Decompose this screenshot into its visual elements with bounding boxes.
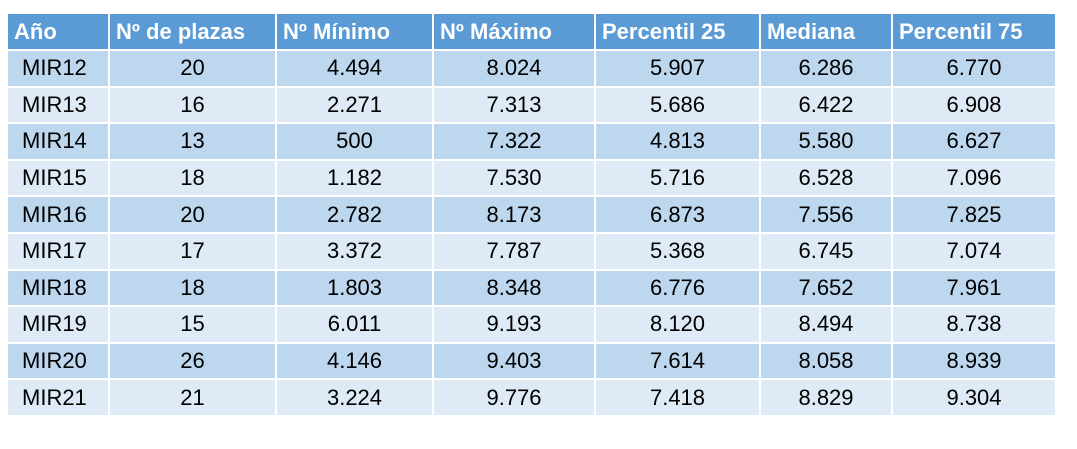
cell-median: 7.652 bbox=[761, 270, 891, 306]
header-max: Nº Máximo bbox=[434, 14, 594, 49]
cell-p75: 6.908 bbox=[893, 87, 1055, 123]
cell-p25: 5.907 bbox=[596, 51, 759, 86]
cell-max: 9.403 bbox=[434, 343, 594, 379]
table-row: MIR21 21 3.224 9.776 7.418 8.829 9.304 bbox=[8, 380, 1055, 415]
cell-p25: 7.418 bbox=[596, 380, 759, 415]
cell-p25: 8.120 bbox=[596, 307, 759, 342]
cell-median: 8.494 bbox=[761, 307, 891, 342]
cell-seats: 13 bbox=[110, 124, 275, 159]
cell-p75: 7.825 bbox=[893, 197, 1055, 232]
cell-year: MIR19 bbox=[8, 307, 108, 342]
cell-max: 8.348 bbox=[434, 270, 594, 306]
cell-seats: 18 bbox=[110, 160, 275, 196]
header-seats: Nº de plazas bbox=[110, 14, 275, 49]
table-row: MIR18 18 1.803 8.348 6.776 7.652 7.961 bbox=[8, 270, 1055, 306]
cell-year: MIR21 bbox=[8, 380, 108, 415]
cell-seats: 15 bbox=[110, 307, 275, 342]
cell-year: MIR14 bbox=[8, 124, 108, 159]
cell-min: 3.372 bbox=[277, 233, 432, 269]
cell-p75: 6.770 bbox=[893, 51, 1055, 86]
cell-median: 8.829 bbox=[761, 380, 891, 415]
header-median: Mediana bbox=[761, 14, 891, 49]
cell-median: 8.058 bbox=[761, 343, 891, 379]
cell-p25: 5.716 bbox=[596, 160, 759, 196]
cell-max: 9.193 bbox=[434, 307, 594, 342]
cell-seats: 26 bbox=[110, 343, 275, 379]
cell-min: 3.224 bbox=[277, 380, 432, 415]
header-row: Año Nº de plazas Nº Mínimo Nº Máximo Per… bbox=[8, 14, 1055, 49]
cell-seats: 16 bbox=[110, 87, 275, 123]
header-year: Año bbox=[8, 14, 108, 49]
cell-min: 2.782 bbox=[277, 197, 432, 232]
cell-seats: 20 bbox=[110, 197, 275, 232]
cell-p75: 7.096 bbox=[893, 160, 1055, 196]
cell-median: 6.422 bbox=[761, 87, 891, 123]
table-row: MIR20 26 4.146 9.403 7.614 8.058 8.939 bbox=[8, 343, 1055, 379]
cell-min: 4.494 bbox=[277, 51, 432, 86]
cell-p25: 4.813 bbox=[596, 124, 759, 159]
table-row: MIR16 20 2.782 8.173 6.873 7.556 7.825 bbox=[8, 197, 1055, 232]
table-row: MIR15 18 1.182 7.530 5.716 6.528 7.096 bbox=[8, 160, 1055, 196]
cell-year: MIR16 bbox=[8, 197, 108, 232]
cell-min: 1.803 bbox=[277, 270, 432, 306]
cell-year: MIR20 bbox=[8, 343, 108, 379]
cell-p75: 9.304 bbox=[893, 380, 1055, 415]
cell-max: 7.530 bbox=[434, 160, 594, 196]
cell-max: 7.787 bbox=[434, 233, 594, 269]
cell-seats: 21 bbox=[110, 380, 275, 415]
table-row: MIR12 20 4.494 8.024 5.907 6.286 6.770 bbox=[8, 51, 1055, 86]
cell-median: 6.528 bbox=[761, 160, 891, 196]
header-p25: Percentil 25 bbox=[596, 14, 759, 49]
table-body: MIR12 20 4.494 8.024 5.907 6.286 6.770 M… bbox=[8, 51, 1055, 415]
cell-min: 6.011 bbox=[277, 307, 432, 342]
cell-seats: 20 bbox=[110, 51, 275, 86]
cell-p25: 6.776 bbox=[596, 270, 759, 306]
cell-year: MIR12 bbox=[8, 51, 108, 86]
table-row: MIR14 13 500 7.322 4.813 5.580 6.627 bbox=[8, 124, 1055, 159]
cell-year: MIR15 bbox=[8, 160, 108, 196]
cell-p75: 8.939 bbox=[893, 343, 1055, 379]
cell-p75: 8.738 bbox=[893, 307, 1055, 342]
data-table: Año Nº de plazas Nº Mínimo Nº Máximo Per… bbox=[6, 12, 1057, 417]
cell-min: 2.271 bbox=[277, 87, 432, 123]
cell-min: 500 bbox=[277, 124, 432, 159]
cell-p25: 6.873 bbox=[596, 197, 759, 232]
table-row: MIR19 15 6.011 9.193 8.120 8.494 8.738 bbox=[8, 307, 1055, 342]
cell-median: 6.286 bbox=[761, 51, 891, 86]
cell-p75: 7.961 bbox=[893, 270, 1055, 306]
cell-median: 6.745 bbox=[761, 233, 891, 269]
cell-year: MIR13 bbox=[8, 87, 108, 123]
header-p75: Percentil 75 bbox=[893, 14, 1055, 49]
cell-p75: 7.074 bbox=[893, 233, 1055, 269]
cell-max: 7.322 bbox=[434, 124, 594, 159]
table-header: Año Nº de plazas Nº Mínimo Nº Máximo Per… bbox=[8, 14, 1055, 49]
cell-seats: 17 bbox=[110, 233, 275, 269]
cell-max: 9.776 bbox=[434, 380, 594, 415]
cell-p75: 6.627 bbox=[893, 124, 1055, 159]
cell-p25: 7.614 bbox=[596, 343, 759, 379]
cell-min: 1.182 bbox=[277, 160, 432, 196]
cell-max: 7.313 bbox=[434, 87, 594, 123]
cell-p25: 5.368 bbox=[596, 233, 759, 269]
header-min: Nº Mínimo bbox=[277, 14, 432, 49]
cell-max: 8.024 bbox=[434, 51, 594, 86]
cell-year: MIR17 bbox=[8, 233, 108, 269]
cell-year: MIR18 bbox=[8, 270, 108, 306]
cell-p25: 5.686 bbox=[596, 87, 759, 123]
cell-seats: 18 bbox=[110, 270, 275, 306]
cell-max: 8.173 bbox=[434, 197, 594, 232]
table-row: MIR13 16 2.271 7.313 5.686 6.422 6.908 bbox=[8, 87, 1055, 123]
table-row: MIR17 17 3.372 7.787 5.368 6.745 7.074 bbox=[8, 233, 1055, 269]
cell-median: 7.556 bbox=[761, 197, 891, 232]
cell-min: 4.146 bbox=[277, 343, 432, 379]
cell-median: 5.580 bbox=[761, 124, 891, 159]
